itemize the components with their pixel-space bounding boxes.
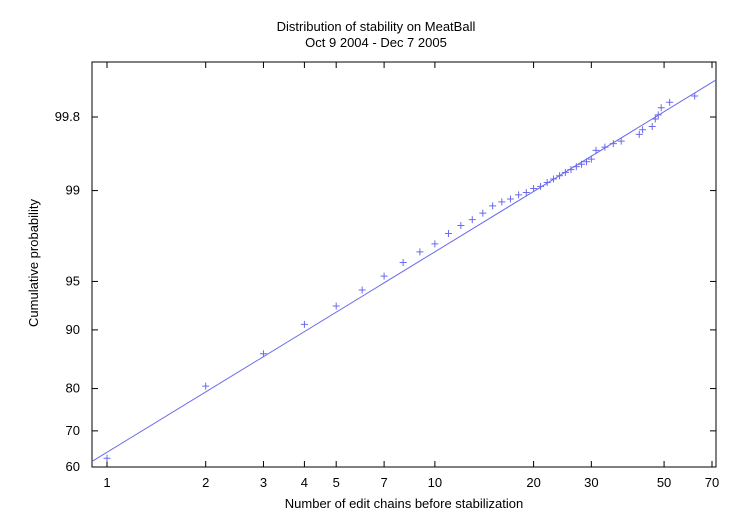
y-axis-label: Cumulative probability (26, 199, 41, 327)
data-point (506, 195, 514, 203)
plot-frame (91, 61, 717, 468)
data-point (399, 259, 407, 267)
y-tick-label: 70 (66, 423, 80, 438)
x-tick-label: 30 (584, 475, 598, 490)
data-point (416, 248, 424, 256)
fit-line (91, 79, 717, 462)
data-point (587, 155, 595, 163)
x-tick-label: 7 (380, 475, 387, 490)
x-tick-label: 5 (333, 475, 340, 490)
data-point (457, 222, 465, 230)
data-point (300, 320, 308, 328)
data-point (468, 216, 476, 224)
y-tick-label: 99.8 (55, 109, 80, 124)
data-point (666, 98, 674, 106)
x-tick-label: 20 (526, 475, 540, 490)
y-tick-label: 99 (66, 183, 80, 198)
data-point (639, 126, 647, 134)
data-point (691, 92, 699, 100)
y-tick-label: 90 (66, 322, 80, 337)
data-point (498, 198, 506, 206)
plot-area (91, 79, 717, 462)
data-point (202, 382, 210, 390)
data-point (332, 302, 340, 310)
data-point (358, 286, 366, 294)
data-point (543, 179, 551, 187)
data-point (431, 240, 439, 248)
y-axis: 60 70 80 90 95 99 99.8 (55, 109, 716, 474)
data-point (479, 209, 487, 217)
chart-title: Distribution of stability on MeatBall (277, 19, 476, 34)
data-point (530, 185, 538, 193)
data-point (522, 189, 530, 197)
chart-subtitle: Oct 9 2004 - Dec 7 2005 (305, 35, 447, 50)
data-point (617, 137, 625, 145)
x-tick-label: 1 (103, 475, 110, 490)
x-tick-label: 50 (657, 475, 671, 490)
data-point (380, 272, 388, 280)
x-axis: 1 2 3 4 5 7 10 20 30 50 70 (103, 62, 719, 490)
data-point (259, 350, 267, 358)
data-point (657, 104, 665, 112)
data-point (648, 122, 656, 130)
x-tick-label: 10 (428, 475, 442, 490)
y-tick-label: 60 (66, 459, 80, 474)
data-point (601, 143, 609, 151)
x-tick-label: 2 (202, 475, 209, 490)
data-point (489, 202, 497, 210)
data-point (537, 182, 545, 190)
x-tick-label: 4 (301, 475, 308, 490)
x-tick-label: 3 (260, 475, 267, 490)
x-axis-label: Number of edit chains before stabilizati… (285, 496, 523, 511)
y-tick-label: 95 (66, 273, 80, 288)
data-point (103, 454, 111, 462)
data-point (635, 130, 643, 138)
data-point (444, 229, 452, 237)
data-point (515, 191, 523, 199)
y-tick-label: 80 (66, 381, 80, 396)
x-tick-label: 70 (705, 475, 719, 490)
